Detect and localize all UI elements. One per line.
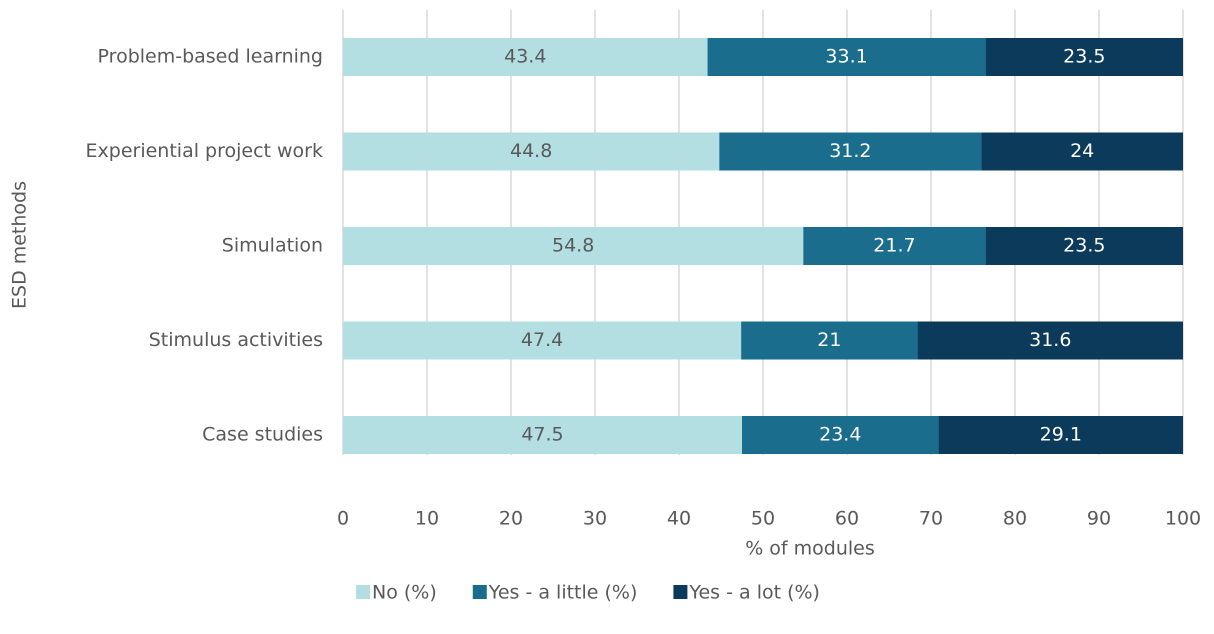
- bar-segment: [343, 321, 742, 360]
- data-label: 31.6: [1029, 329, 1071, 351]
- x-tick-label: 30: [583, 508, 607, 530]
- bar-segment: [985, 227, 1183, 265]
- legend-swatch: [472, 585, 487, 599]
- bar-segment: [719, 132, 982, 171]
- x-tick-label: 0: [337, 508, 349, 530]
- bar-segment: [343, 38, 708, 76]
- bar-segment: [981, 132, 1183, 171]
- legend-swatch: [673, 585, 688, 599]
- bar-segment: [985, 38, 1183, 76]
- y-tick-label: Experiential project work: [86, 140, 323, 162]
- data-label: 21: [817, 329, 841, 351]
- data-label: 54.8: [552, 235, 594, 257]
- data-label: 24: [1070, 140, 1094, 162]
- y-axis-title: ESD methods: [9, 181, 31, 309]
- data-label: 23.5: [1063, 46, 1105, 68]
- x-tick-label: 100: [1165, 508, 1201, 530]
- y-tick-label: Simulation: [222, 235, 323, 257]
- bar-segment: [343, 416, 742, 454]
- legend-label: No (%): [372, 582, 437, 604]
- x-tick-label: 80: [1003, 508, 1027, 530]
- x-tick-label: 50: [751, 508, 775, 530]
- bar-segment: [343, 132, 720, 171]
- x-tick-label: 60: [835, 508, 859, 530]
- x-tick-label: 40: [667, 508, 691, 530]
- x-axis-title: % of modules: [745, 538, 875, 560]
- data-label: 23.4: [819, 424, 861, 446]
- legend-label: Yes - a lot (%): [688, 582, 820, 604]
- data-label: 33.1: [825, 46, 867, 68]
- x-tick-label: 20: [499, 508, 523, 530]
- bar-segment: [803, 227, 986, 265]
- data-label: 23.5: [1063, 235, 1105, 257]
- bar-segment: [707, 38, 986, 76]
- bar-segment: [938, 416, 1183, 454]
- bar-segment: [917, 321, 1183, 360]
- x-tick-label: 70: [919, 508, 943, 530]
- bar-segment: [343, 227, 804, 265]
- bar-segment: [742, 416, 939, 454]
- data-label: 47.4: [521, 329, 563, 351]
- data-label: 31.2: [829, 140, 871, 162]
- data-label: 29.1: [1040, 424, 1082, 446]
- legend-label: Yes - a little (%): [488, 582, 638, 604]
- data-label: 44.8: [510, 140, 552, 162]
- legend-swatch: [356, 585, 370, 599]
- y-tick-label: Stimulus activities: [149, 329, 323, 351]
- y-tick-label: Problem-based learning: [98, 46, 323, 68]
- x-tick-label: 90: [1087, 508, 1111, 530]
- y-tick-label: Case studies: [202, 424, 323, 446]
- data-label: 47.5: [521, 424, 563, 446]
- data-label: 43.4: [504, 46, 546, 68]
- bar-segment: [741, 321, 918, 360]
- data-label: 21.7: [873, 235, 915, 257]
- x-tick-label: 10: [415, 508, 439, 530]
